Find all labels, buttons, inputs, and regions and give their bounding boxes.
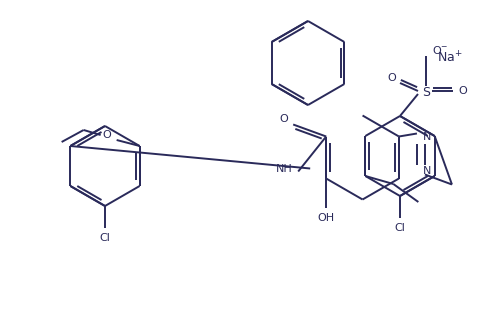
Text: O: O	[280, 114, 289, 123]
Text: O: O	[102, 130, 111, 140]
Text: Cl: Cl	[100, 233, 110, 243]
Text: Cl: Cl	[395, 223, 406, 233]
Text: Na$^{+}$: Na$^{+}$	[437, 50, 463, 66]
Text: OH: OH	[318, 213, 335, 224]
Text: N: N	[423, 132, 431, 142]
Text: N: N	[423, 165, 431, 175]
Text: NH: NH	[276, 165, 293, 174]
Text: O$^{-}$: O$^{-}$	[432, 44, 448, 56]
Text: O: O	[459, 86, 467, 96]
Text: S: S	[422, 86, 430, 99]
Text: O: O	[387, 73, 396, 83]
